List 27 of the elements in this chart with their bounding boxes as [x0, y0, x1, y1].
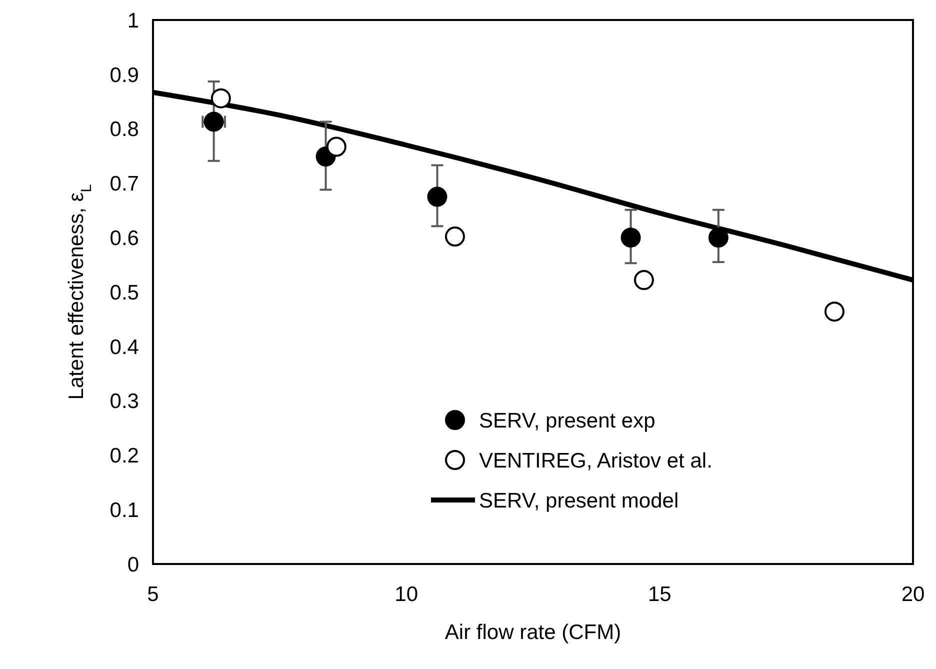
y-tick-label: 0.6: [110, 226, 139, 250]
y-tick-label: 0.3: [110, 390, 139, 414]
x-tick-label: 20: [901, 583, 925, 606]
point: [634, 270, 654, 290]
x-tick-label: 5: [147, 583, 159, 606]
x-axis-title: Air flow rate (CFM): [444, 621, 622, 644]
y-tick-label: 0.1: [110, 498, 139, 522]
point: [326, 136, 346, 157]
point: [444, 226, 465, 247]
y-tick-label: 0.5: [110, 281, 139, 304]
y-tick-label: 0.2: [110, 444, 139, 468]
y-tick-label: 0.4: [110, 336, 140, 359]
point: [620, 228, 641, 248]
point: [427, 186, 448, 207]
y-tick-label: 0.7: [110, 172, 139, 196]
legend-label: SERV, present model: [479, 489, 679, 512]
y-tick-label: 0: [127, 553, 139, 576]
legend-label: SERV, present exp: [479, 409, 656, 432]
y-tick-label: 0.8: [110, 118, 139, 142]
legend-label: VENTIREG, Aristov et al.: [479, 449, 712, 472]
point: [824, 302, 844, 322]
y-tick-label: 1: [127, 9, 139, 32]
y-tick-label: 0.9: [110, 64, 139, 87]
point: [210, 88, 231, 108]
x-tick-label: 15: [648, 583, 672, 606]
x-tick-label: 10: [394, 583, 418, 606]
point: [708, 228, 728, 248]
